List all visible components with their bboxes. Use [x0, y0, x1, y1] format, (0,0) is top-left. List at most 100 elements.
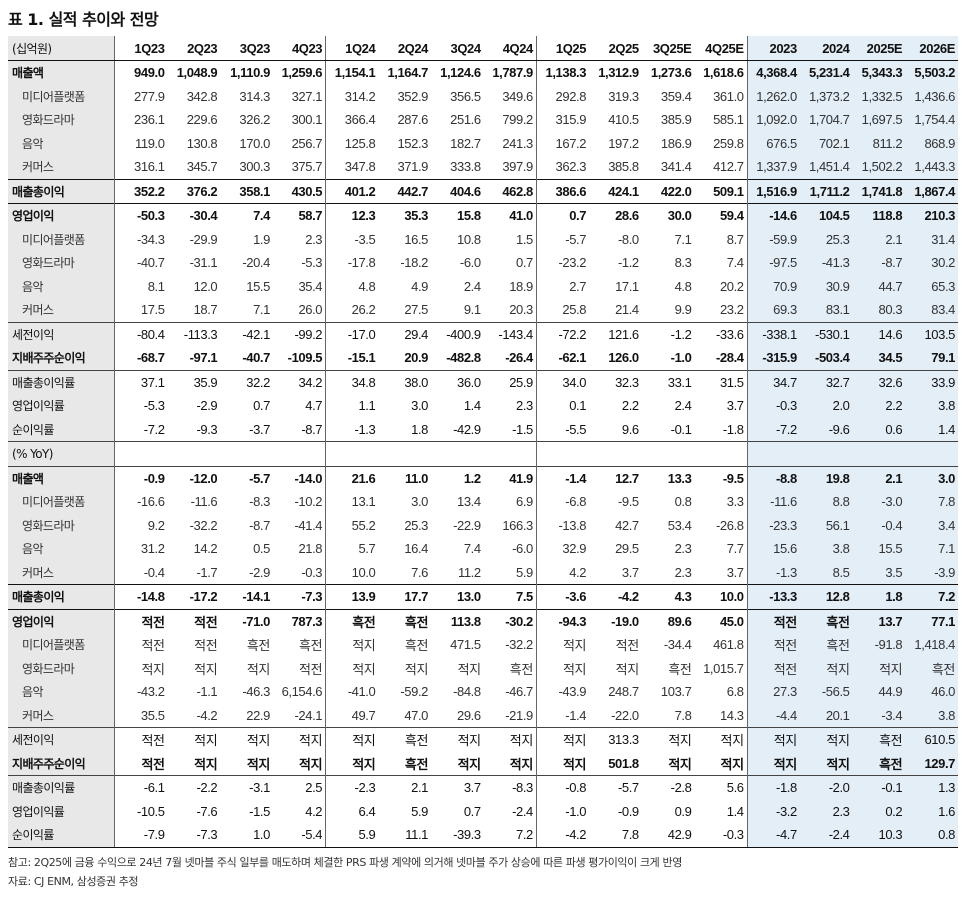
value-cell: 113.8: [431, 608, 484, 633]
value-cell: 342.8: [186, 88, 218, 104]
value-cell: 30.2: [905, 251, 958, 275]
value-cell: 21.4: [615, 302, 639, 318]
column-header: 1Q23: [114, 36, 168, 61]
value-cell: -4.7: [747, 823, 800, 848]
table-row: 세전이익 -80.4 -113.3 -42.1 -99.2 -17.0 29.4 -400.9…: [8, 321, 958, 346]
value-cell: 0.7: [253, 398, 270, 414]
table-row: 매출총이익 352.2 376.2 358.1 430.5 401.2 442.7 404.6…: [8, 178, 958, 204]
value-cell: 152.3: [397, 135, 429, 151]
value-cell: 70.9: [747, 274, 800, 298]
value-cell: 259.8: [694, 131, 748, 155]
value-cell: 5,231.4: [799, 60, 853, 85]
table-row: 지배주주순이익 -68.7 -97.1 -40.7 -109.5 -15.1 20.9 -48…: [8, 346, 958, 370]
value-cell: 7.4: [694, 251, 748, 275]
value-cell: 32.7: [799, 369, 853, 394]
value-cell: 3.8: [799, 537, 853, 561]
value-cell: 14.3: [694, 703, 748, 728]
value-cell: 2.1: [852, 227, 906, 251]
value-cell: 442.7: [378, 178, 432, 204]
value-cell: 16.5: [404, 231, 429, 247]
value-cell: 2.5: [272, 775, 327, 800]
value-cell: 7.2: [905, 584, 958, 609]
value-cell: 104.5: [799, 203, 853, 228]
value-cell: 316.1: [134, 159, 165, 175]
value-cell: -6.0: [483, 537, 537, 561]
value-cell: -99.2: [272, 321, 327, 346]
value-cell: [799, 441, 853, 466]
value-cell: 5.9: [483, 560, 537, 585]
value-cell: 119.0: [135, 135, 165, 151]
value-cell: 3.7: [621, 564, 639, 580]
value-cell: 47.0: [404, 707, 429, 723]
column-header: 2Q24: [378, 36, 432, 61]
value-cell: 적지: [694, 751, 748, 776]
value-cell: 8.5: [799, 560, 853, 585]
value-cell: -31.1: [189, 255, 218, 271]
value-cell: 흑전: [378, 727, 432, 752]
value-cell: 12.8: [799, 584, 853, 609]
value-cell: 흑전: [272, 633, 327, 657]
value-cell: [114, 441, 168, 466]
value-cell: 80.3: [852, 298, 906, 322]
value-cell: 적지: [668, 756, 692, 772]
table-row: 커머스 35.5 -4.2 22.9 -24.1 49.7 47.0 29.6 -21.9 -1.…: [8, 703, 958, 728]
value-cell: 8.8: [799, 490, 853, 514]
value-cell: 흑전: [668, 661, 692, 677]
value-cell: 341.4: [660, 159, 692, 175]
value-cell: 385.9: [660, 112, 692, 128]
table-title: 표 1. 실적 추이와 전망: [8, 10, 159, 29]
column-header: 4Q24: [483, 36, 537, 61]
value-cell: -2.9: [249, 564, 270, 580]
value-cell: -59.9: [747, 227, 800, 251]
table-row: 미디어플랫폼 -16.6 -11.6 -8.3 -10.2 13.1 3.0 13.4 6.9 -…: [8, 490, 958, 514]
column-header: 2023: [747, 36, 800, 61]
value-cell: 7.8: [589, 823, 642, 848]
value-cell: -41.0: [347, 684, 376, 700]
row-label: 영업이익률: [8, 394, 116, 418]
table-row: 매출액 949.0 1,048.9 1,110.9 1,259.6 1,154.1 1,16…: [8, 60, 958, 85]
column-header: 1Q24: [325, 36, 379, 61]
value-cell: 18.9: [483, 274, 537, 298]
value-cell: 6.4: [358, 803, 376, 819]
value-cell: 25.8: [562, 302, 587, 318]
value-cell: 13.4: [457, 494, 481, 510]
value-cell: 2.0: [799, 394, 853, 418]
value-cell: -3.5: [354, 231, 376, 247]
value-cell: 787.3: [272, 608, 327, 633]
value-cell: -33.6: [694, 321, 748, 346]
column-header: 2Q23: [167, 36, 221, 61]
value-cell: 13.9: [325, 584, 379, 609]
value-cell: [641, 441, 695, 466]
table-row: 영업이익 -50.3 -30.4 7.4 58.7 12.3 35.3 15.8 41.0 0.7…: [8, 203, 958, 228]
value-cell: 0.7: [463, 803, 481, 819]
value-cell: 44.9: [852, 680, 906, 704]
value-cell: -4.2: [589, 584, 642, 609]
value-cell: 흑전: [483, 656, 537, 680]
value-cell: -1.4: [536, 465, 590, 490]
value-cell: -94.3: [536, 608, 590, 633]
value-cell: 315.9: [555, 112, 587, 128]
value-cell: 적지: [483, 727, 537, 752]
row-label: 미디어플랫폼: [8, 633, 116, 657]
value-cell: -1.5: [483, 417, 537, 442]
value-cell: 32.9: [562, 541, 587, 557]
value-cell: -7.2: [747, 417, 800, 442]
row-label: 매출액: [8, 60, 116, 85]
value-cell: -0.4: [852, 513, 906, 537]
value-cell: -9.5: [694, 465, 748, 490]
row-label: 영화드라마: [8, 656, 116, 680]
row-label: 세전이익: [8, 321, 116, 346]
value-cell: 22.9: [246, 707, 270, 723]
column-header: 2025E: [852, 36, 906, 61]
value-cell: 197.2: [608, 135, 639, 151]
value-cell: 적지: [141, 661, 165, 677]
value-cell: 적지: [562, 756, 587, 772]
value-cell: [852, 441, 906, 466]
value-cell: -18.2: [400, 255, 429, 271]
column-header: 3Q25E: [641, 36, 695, 61]
value-cell: -9.6: [799, 417, 853, 442]
value-cell: 251.6: [450, 112, 481, 128]
value-cell: 23.2: [694, 298, 748, 322]
value-cell: 12.3: [325, 203, 379, 228]
table-row: 영업이익 적전 적전 -71.0 787.3 흑전 흑전 113.8 -30.2 -94.3 -19…: [8, 608, 958, 633]
